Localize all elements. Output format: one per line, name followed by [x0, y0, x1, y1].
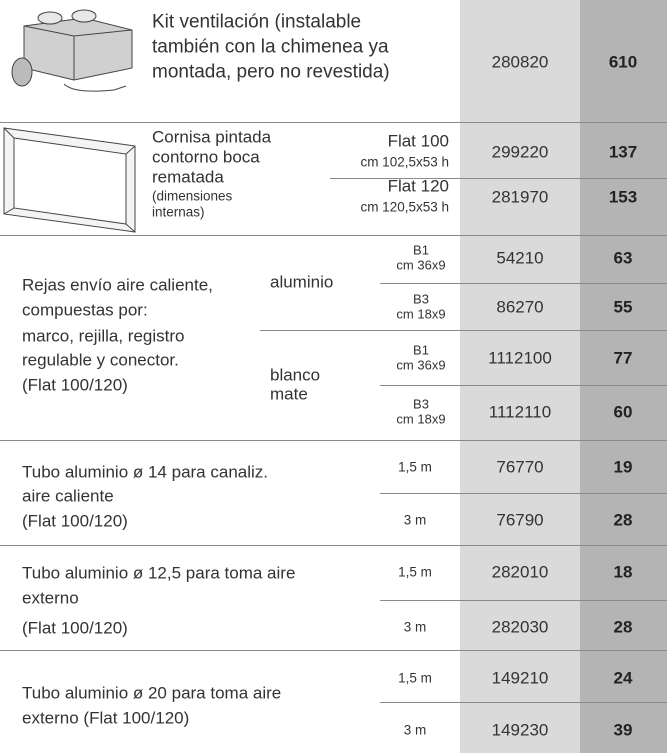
length: 3 m — [403, 722, 427, 738]
price: 137 — [608, 142, 638, 162]
size: cm 36x9 — [396, 257, 446, 273]
description: montada, pero no revestida) — [152, 61, 390, 83]
code: 280820 — [491, 52, 549, 72]
price: 28 — [613, 510, 633, 530]
size: cm 18x9 — [396, 411, 446, 427]
code-column — [460, 0, 580, 753]
price-column — [580, 0, 667, 753]
code: 1112100 — [488, 348, 552, 368]
model: Flat 100 — [387, 131, 449, 151]
description: (Flat 100/120) — [22, 511, 128, 531]
note: (dimensiones — [152, 188, 233, 204]
code: 54210 — [496, 248, 544, 268]
row-divider — [380, 493, 667, 494]
code: 149210 — [491, 668, 549, 688]
model: Flat 120 — [387, 176, 449, 196]
price: 19 — [613, 457, 633, 477]
size: cm 18x9 — [396, 306, 446, 322]
price: 153 — [608, 187, 638, 207]
length: 1,5 m — [398, 564, 432, 580]
row-divider — [380, 600, 667, 601]
code: 299220 — [491, 142, 549, 162]
row-divider — [380, 283, 667, 284]
description: externo (Flat 100/120) — [22, 708, 190, 728]
description: marco, rejilla, registro — [22, 326, 185, 346]
finish: blanco — [270, 365, 321, 385]
length: 3 m — [403, 512, 427, 528]
kit-image — [11, 9, 133, 92]
row-divider — [0, 650, 667, 651]
price: 610 — [608, 52, 638, 72]
price: 55 — [613, 297, 633, 317]
model: B3 — [413, 396, 429, 412]
code: 149230 — [491, 720, 549, 740]
length: 3 m — [403, 619, 427, 635]
price: 77 — [613, 348, 633, 368]
frame-image — [3, 127, 136, 233]
model: B1 — [413, 342, 429, 358]
code: 282030 — [491, 617, 549, 637]
description: aire caliente — [22, 486, 114, 506]
description: también con la chimenea ya — [152, 36, 389, 58]
length: 1,5 m — [398, 459, 432, 475]
row-divider — [380, 702, 667, 703]
price: 24 — [613, 668, 633, 688]
description: Kit ventilación (instalable — [152, 11, 362, 33]
description: regulable y conector. — [22, 350, 179, 370]
description: (Flat 100/120) — [22, 375, 128, 395]
price: 28 — [613, 617, 633, 637]
code: 282010 — [491, 562, 549, 582]
row-divider — [0, 122, 667, 123]
description: (Flat 100/120) — [22, 618, 128, 638]
code: 76770 — [496, 457, 544, 477]
description: Tubo aluminio ø 14 para canaliz. — [22, 462, 269, 482]
description: Tubo aluminio ø 12,5 para toma aire — [22, 563, 296, 583]
length: 1,5 m — [398, 670, 432, 686]
price: 18 — [613, 562, 633, 582]
price: 60 — [613, 402, 633, 422]
description: Tubo aluminio ø 20 para toma aire — [22, 683, 282, 703]
price: 39 — [613, 720, 633, 740]
description: externo — [22, 588, 79, 608]
note: internas) — [152, 204, 205, 220]
code: 76790 — [496, 510, 544, 530]
model: B1 — [413, 242, 429, 258]
row-divider — [0, 440, 667, 441]
code: 86270 — [496, 297, 544, 317]
size: cm 120,5x53 h — [360, 199, 449, 215]
size: cm 102,5x53 h — [360, 154, 449, 170]
description: compuestas por: — [22, 300, 148, 320]
row-divider — [0, 545, 667, 546]
price: 63 — [613, 248, 633, 268]
description: rematada — [152, 167, 224, 187]
size: cm 36x9 — [396, 357, 446, 373]
finish: aluminio — [270, 272, 334, 292]
description: Cornisa pintada — [152, 127, 272, 147]
row-divider — [260, 330, 667, 331]
row-divider — [330, 178, 667, 179]
finish: mate — [270, 384, 308, 404]
model: B3 — [413, 291, 429, 307]
row-divider — [380, 385, 667, 386]
code: 281970 — [491, 187, 549, 207]
description: contorno boca — [152, 147, 260, 167]
description: Rejas envío aire caliente, — [22, 275, 213, 295]
code: 1112110 — [488, 402, 552, 422]
row-divider — [0, 235, 667, 236]
